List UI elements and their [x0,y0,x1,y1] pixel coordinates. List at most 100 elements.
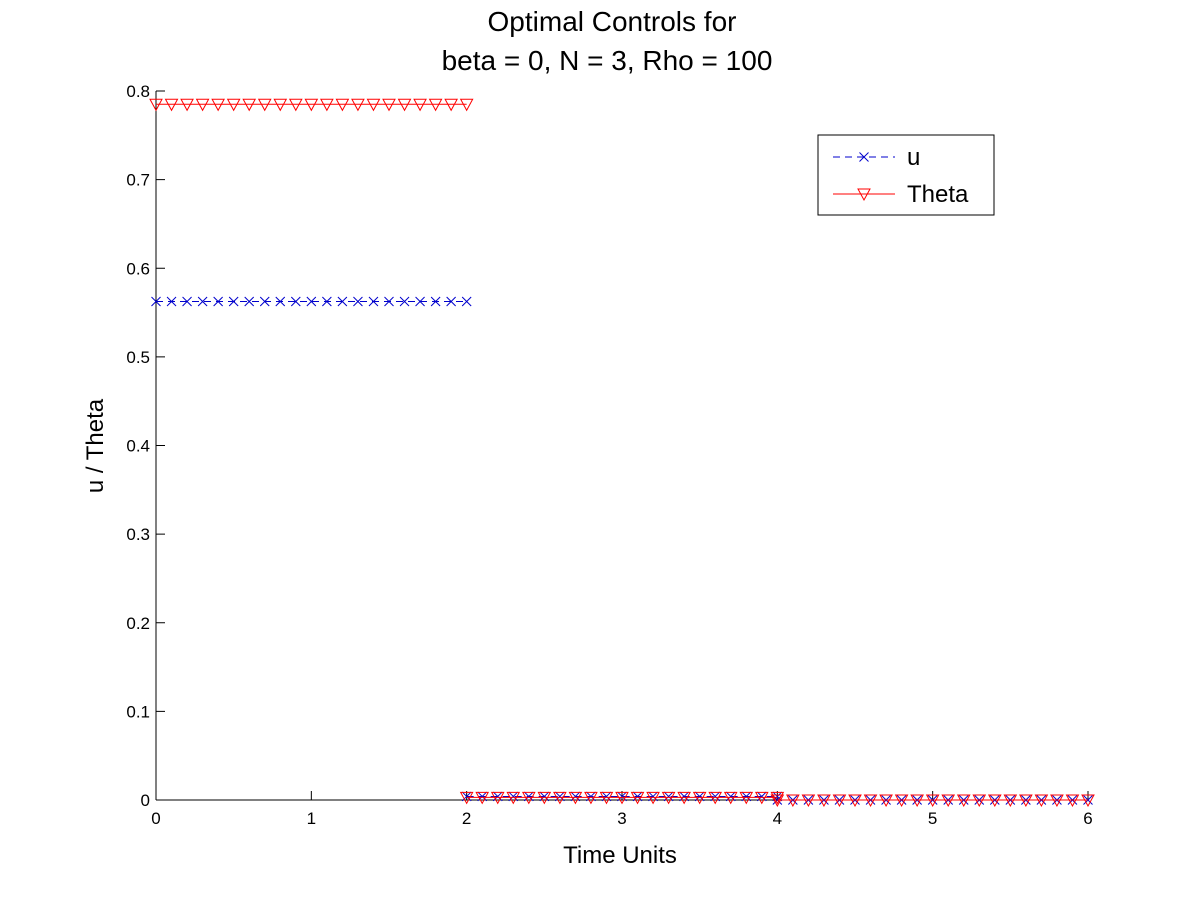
data-point-marker [817,794,831,808]
data-point-marker [661,791,676,805]
x-tick-label: 1 [307,809,316,828]
data-point-marker [290,296,301,307]
data-point-marker [257,98,272,112]
legend-label: u [907,144,920,171]
data-point-marker [399,296,410,307]
data-point-marker [459,98,474,112]
x-tick-label: 4 [773,809,782,828]
data-point-marker [692,791,707,805]
legend-entry-theta: Theta [833,181,969,208]
data-point-marker [430,296,441,307]
data-point-marker [521,791,536,805]
data-point-marker [537,791,552,805]
data-point-marker [180,98,194,112]
y-tick-label: 0.1 [126,702,150,721]
axes: 0 1 2 3 4 5 6 0 0.1 0.2 0.3 0.4 0.5 0.6 0.7 0.8 [126,82,1092,828]
data-point-marker [446,296,456,307]
data-point-marker [337,296,348,307]
data-point-marker [351,98,365,112]
data-point-marker [555,791,565,802]
data-point-marker [832,794,847,808]
data-point-marker [242,98,257,112]
data-point-marker [770,791,785,805]
data-point-marker [617,791,627,802]
data-point-marker [723,791,738,805]
data-point-marker [322,296,332,307]
series-u [151,296,1093,805]
data-point-marker [586,791,596,802]
data-point-marker [166,296,177,307]
data-point-marker [648,791,658,802]
data-point-marker [694,791,705,802]
data-point-marker [444,98,458,112]
data-point-marker [708,791,723,805]
data-point-marker [228,296,239,307]
data-point-marker [863,794,878,808]
data-point-marker [956,794,971,808]
data-point-marker [306,296,317,307]
data-point-marker [244,296,255,307]
data-point-marker [584,791,598,805]
y-tick-label: 0.8 [126,82,150,101]
data-point-marker [1065,794,1080,808]
data-point-marker [801,794,816,808]
data-point-marker [725,791,736,802]
chart-title-line-1: Optimal Controls for [488,6,737,37]
data-point-marker [413,98,427,112]
x-tick-label: 0 [151,809,160,828]
data-point-marker [1003,794,1018,808]
data-point-marker [335,98,350,112]
chart-title-line-2: beta = 0, N = 3, Rho = 100 [442,45,773,76]
data-point-marker [848,794,862,808]
data-point-marker [428,98,443,112]
data-point-marker [663,791,674,802]
legend-marker [857,188,871,202]
data-point-marker [910,794,924,808]
data-point-marker [1050,794,1064,808]
legend-marker [859,152,869,162]
data-point-marker [615,791,629,805]
data-point-marker [459,791,474,805]
data-point-marker [273,98,288,112]
legend: u Theta [817,134,995,216]
data-point-marker [677,791,691,805]
data-point-marker [226,98,241,112]
x-axis-label: Time Units [563,842,677,869]
data-point-marker [754,791,769,805]
data-point-marker [490,791,505,805]
data-point-marker [987,794,1002,808]
data-point-marker [630,791,645,805]
data-point-marker [972,794,987,808]
data-point-marker [182,296,192,307]
data-point-marker [461,296,472,307]
data-point-marker [1019,794,1033,808]
data-point-marker [756,791,767,802]
data-point-marker [195,98,210,112]
data-point-marker [368,296,379,307]
data-point-marker [523,791,534,802]
legend-box [817,134,995,216]
y-tick-label: 0 [141,791,150,810]
data-point-marker [632,791,643,802]
data-point-marker [679,791,689,802]
data-point-marker [568,791,583,805]
data-point-marker [366,98,381,112]
y-tick-label: 0.5 [126,348,150,367]
x-tick-label: 2 [462,809,471,828]
x-tick-label: 3 [617,809,626,828]
data-point-marker [539,791,550,802]
data-point-marker [164,98,179,112]
data-point-marker [770,794,785,808]
data-point-marker [786,794,800,808]
data-point-marker [382,98,396,112]
y-tick-label: 0.3 [126,525,150,544]
data-point-marker [508,791,519,802]
data-point-marker [384,296,394,307]
data-point-marker [320,98,334,112]
x-tick-label: 6 [1083,809,1092,828]
data-point-marker [275,296,286,307]
data-point-marker [739,791,754,805]
y-tick-label: 0.4 [126,437,150,456]
data-point-marker [149,98,163,112]
